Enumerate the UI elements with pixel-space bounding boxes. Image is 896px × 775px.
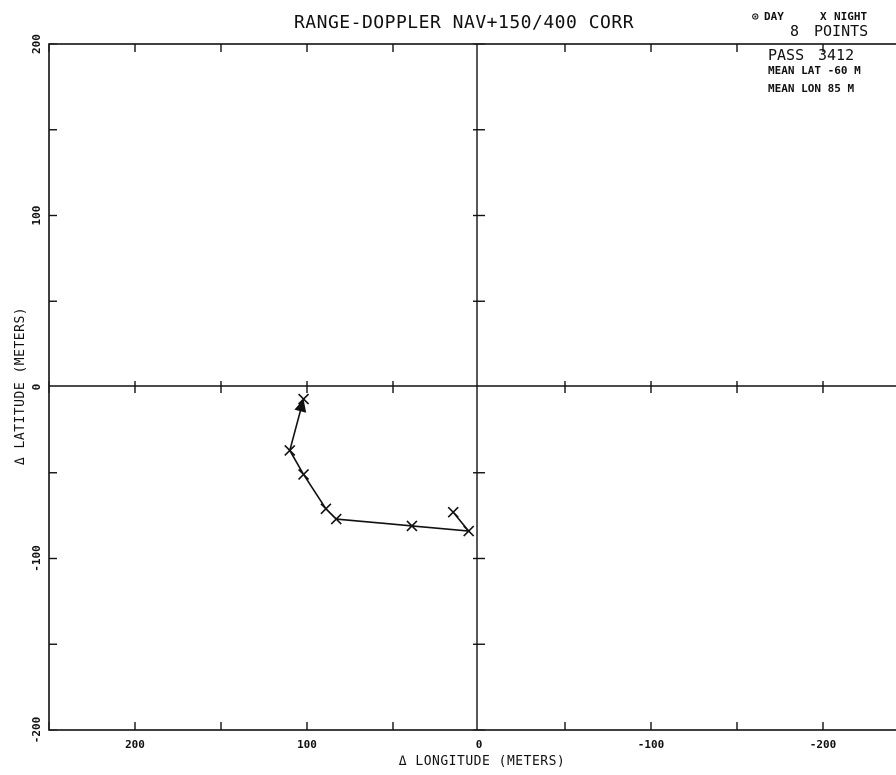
info-block: 8 POINTS PASS 3412 MEAN LAT -60 M MEAN L… [768, 22, 868, 95]
series-arrowhead [294, 399, 307, 413]
legend-day-label: DAY [764, 10, 784, 23]
ticks [48, 43, 824, 731]
x-tick-labels: 200 100 0 -100 -200 [125, 738, 836, 751]
pass-number: 3412 [818, 46, 854, 64]
legend-day-symbol: ⊙ [752, 10, 759, 23]
data-point [320, 503, 332, 515]
mean-lon: MEAN LON 85 M [768, 82, 854, 95]
data-point [297, 468, 310, 481]
mean-lat: MEAN LAT -60 M [768, 64, 861, 77]
y-tick-labels: 200 100 0 -100 -200 [30, 34, 43, 743]
plot-frame [48, 43, 896, 731]
x-tick-label: 0 [476, 738, 483, 751]
y-tick-label: 100 [30, 206, 43, 226]
y-tick-label: -100 [30, 545, 43, 572]
y-tick-label: -200 [30, 717, 43, 744]
data-point [284, 444, 296, 457]
data-point [406, 520, 418, 532]
points-label: POINTS [814, 22, 868, 40]
points-count: 8 [790, 22, 799, 40]
legend-night-label: NIGHT [834, 10, 867, 23]
x-tick-label: -100 [638, 738, 665, 751]
legend: ⊙ DAY X NIGHT [752, 10, 867, 23]
data-point [330, 513, 342, 525]
chart-title: RANGE-DOPPLER NAV+150/400 CORR [294, 12, 634, 33]
data-point [463, 525, 475, 537]
y-tick-label: 200 [30, 34, 43, 54]
series-line [288, 398, 471, 533]
legend-night-symbol: X [820, 10, 827, 23]
series-group [284, 393, 475, 537]
x-tick-label: 200 [125, 738, 145, 751]
y-axis-label: Δ LATITUDE (METERS) [13, 307, 28, 465]
x-axis-label: Δ LONGITUDE (METERS) [399, 754, 566, 769]
x-tick-label: -200 [810, 738, 837, 751]
y-tick-label: 0 [30, 384, 43, 391]
pass-label: PASS [768, 46, 804, 64]
x-tick-label: 100 [297, 738, 317, 751]
data-point [447, 506, 459, 518]
